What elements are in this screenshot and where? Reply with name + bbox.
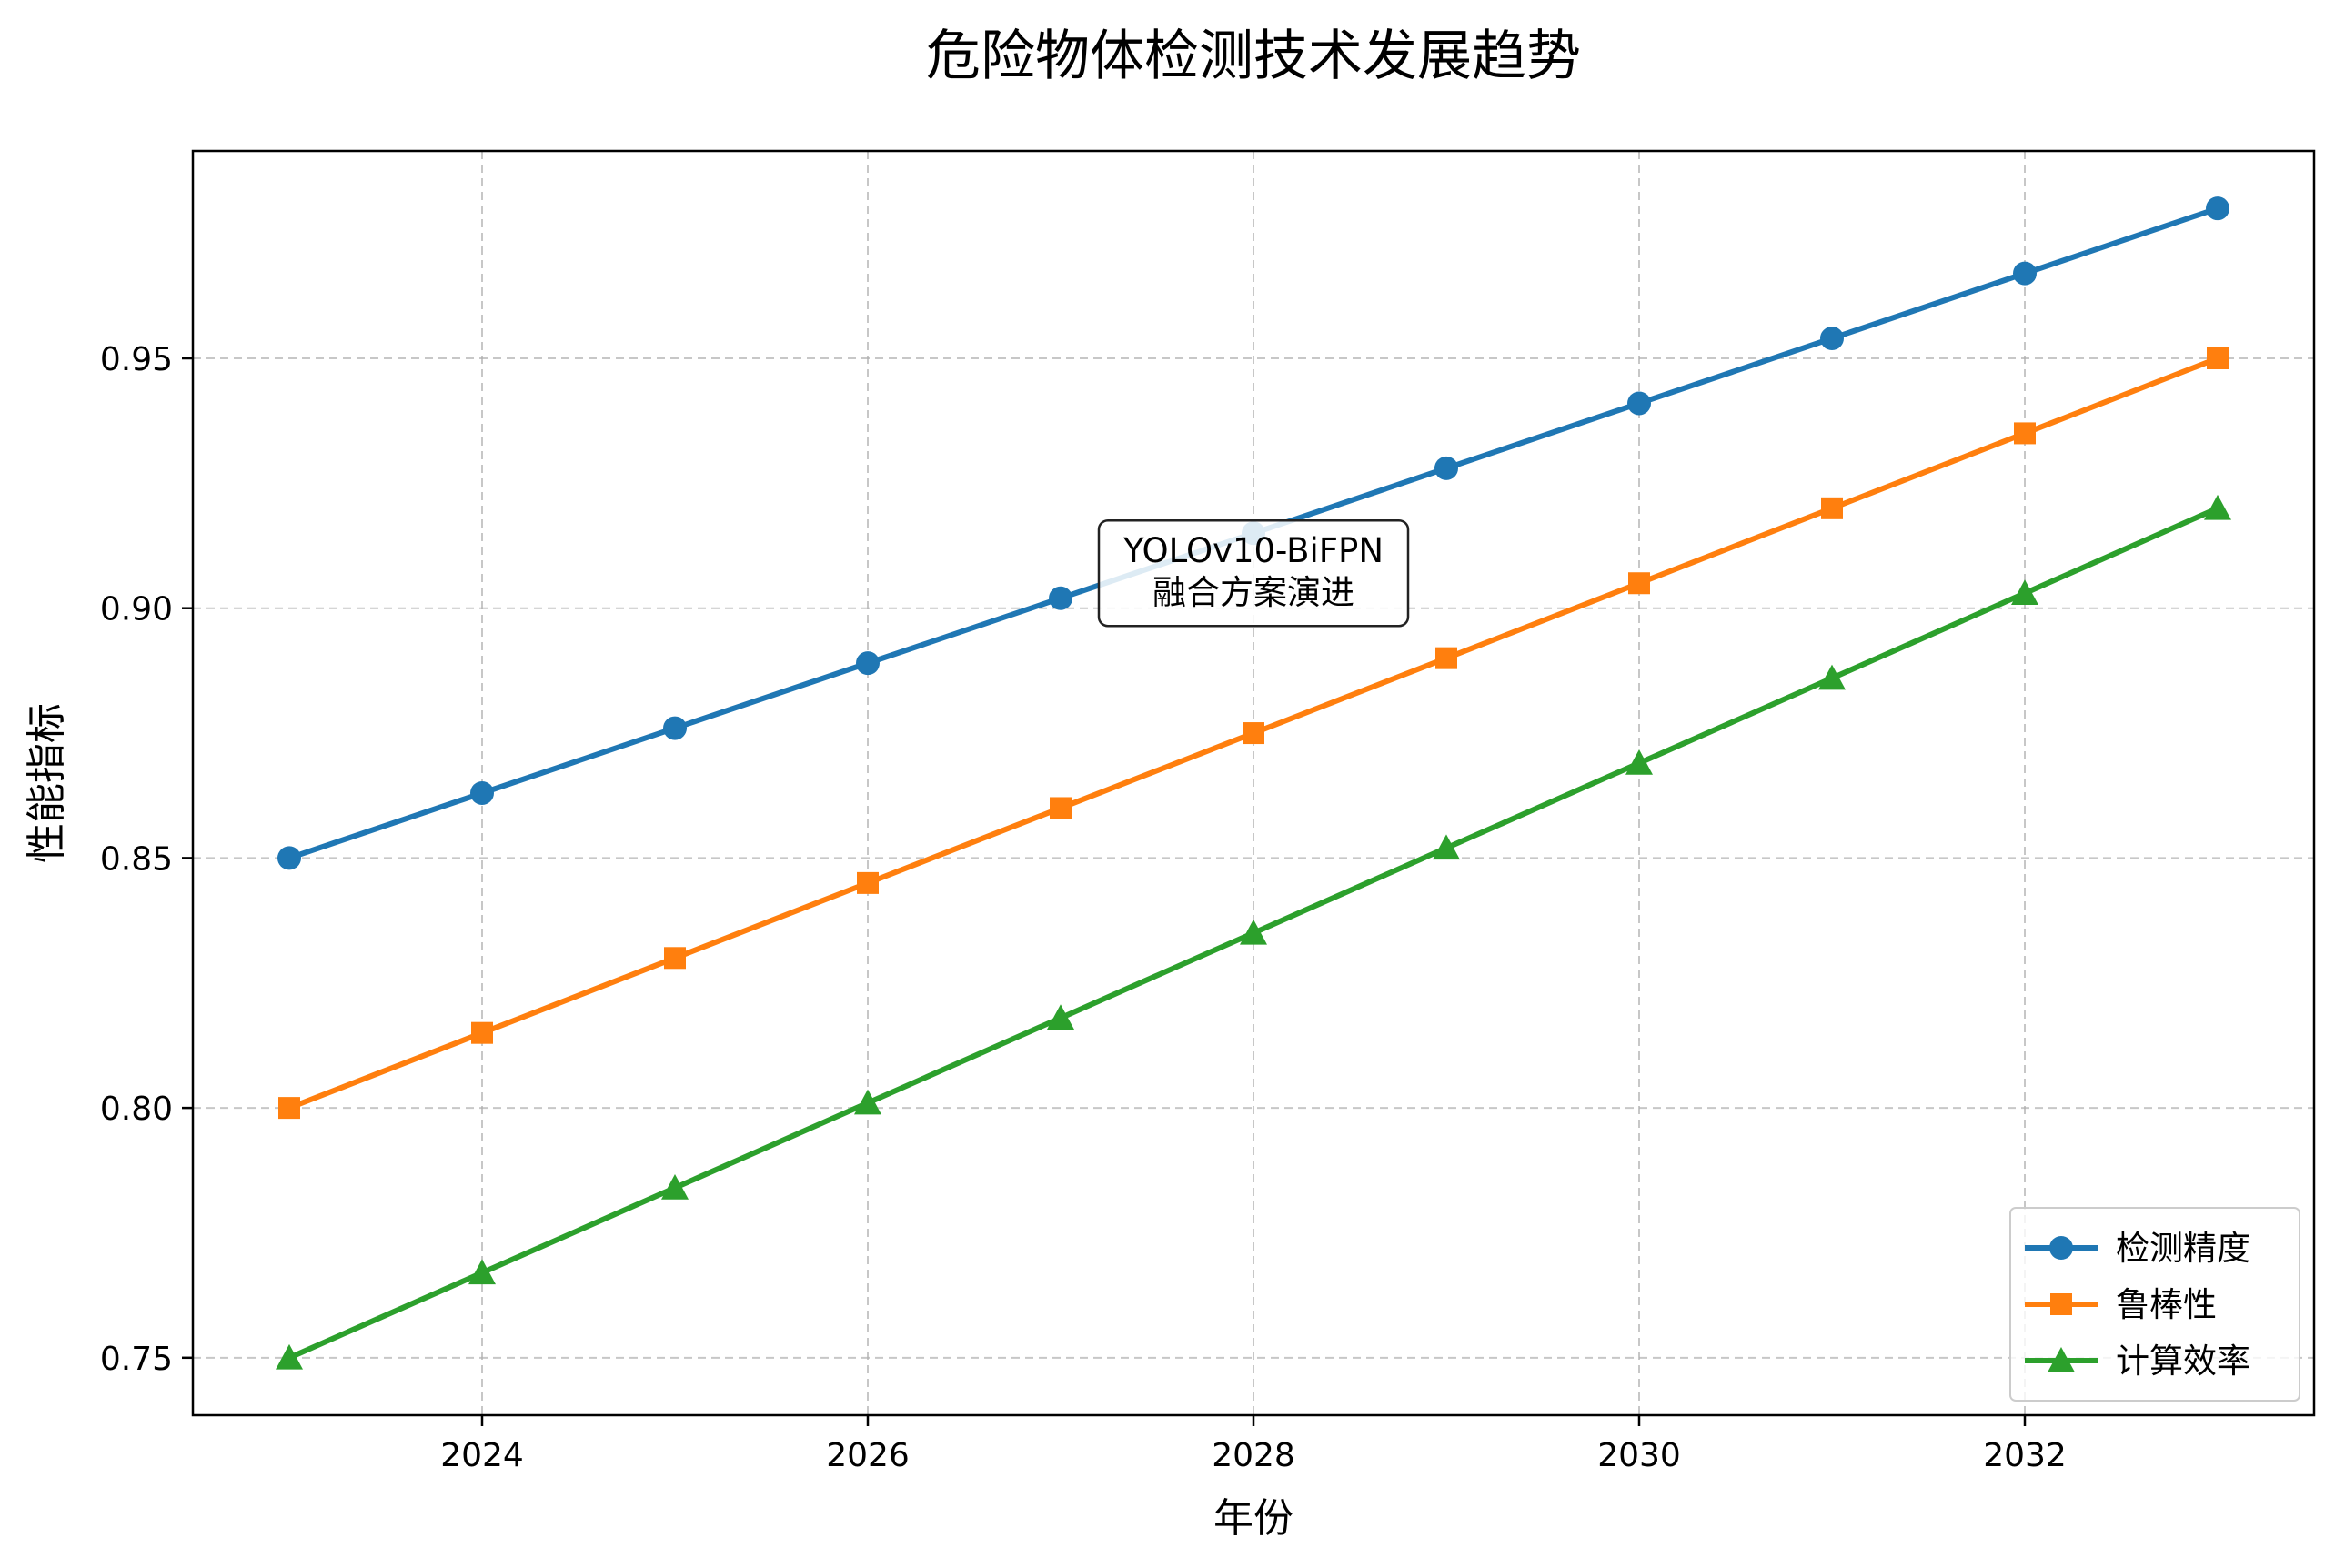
legend-label: 检测精度 [2116, 1229, 2250, 1268]
data-point [661, 1174, 689, 1200]
data-point [2014, 422, 2036, 445]
legend-marker [2049, 1236, 2073, 1260]
data-point [471, 1021, 493, 1044]
data-point [1821, 497, 1843, 519]
x-tick-label: 2026 [826, 1437, 910, 1474]
data-point [278, 1097, 300, 1120]
data-point [1628, 572, 1650, 595]
data-point [277, 846, 301, 870]
chart-title: 危险物体检测技术发展趋势 [926, 25, 1581, 88]
x-tick-label: 2024 [440, 1437, 524, 1474]
legend-entry: 检测精度 [2025, 1229, 2250, 1268]
y-tick-label: 0.80 [100, 1091, 173, 1128]
data-point [276, 1343, 303, 1370]
data-point [1434, 456, 1458, 480]
data-point [1047, 1004, 1074, 1030]
data-point [1818, 664, 1846, 690]
legend-entry: 计算效率 [2025, 1342, 2250, 1381]
data-point [1625, 749, 1653, 775]
legend-box [2009, 1207, 2300, 1402]
legend-marker [2050, 1293, 2072, 1315]
x-axis-title: 年份 [1213, 1495, 1293, 1542]
y-tick-label: 0.75 [100, 1341, 173, 1378]
data-point [2207, 347, 2229, 370]
x-tick-label: 2032 [1983, 1437, 2067, 1474]
y-axis-title: 性能指标 [24, 703, 70, 863]
data-point [1435, 647, 1457, 669]
legend-label: 计算效率 [2116, 1342, 2250, 1381]
data-point [2011, 579, 2038, 605]
data-point [1240, 919, 1267, 945]
series-2 [278, 347, 2229, 1120]
data-point [1627, 391, 1651, 416]
data-point [856, 651, 880, 676]
data-point [663, 716, 687, 740]
grid-lines [193, 151, 2314, 1415]
data-point [2013, 261, 2037, 286]
series-3 [276, 494, 2231, 1370]
x-tick-label: 2030 [1597, 1437, 1681, 1474]
y-tick-label: 0.95 [100, 341, 173, 378]
data-point [470, 780, 494, 805]
legend-label: 鲁棒性 [2116, 1285, 2217, 1324]
data-point [854, 1089, 881, 1115]
data-point [1820, 327, 1844, 351]
annotation-box [1097, 518, 1410, 628]
data-point [2204, 494, 2231, 520]
data-point [1243, 722, 1264, 745]
data-point [664, 947, 686, 970]
y-tick-label: 0.85 [100, 840, 173, 878]
y-tick-label: 0.90 [100, 591, 173, 628]
data-point [1049, 586, 1072, 610]
data-point [857, 871, 879, 894]
axis-ticks: 2024 2026 2028 2030 2032 0.75 0.80 0.85 0.90 0.95 [100, 341, 2067, 1474]
data-point [1433, 834, 1460, 860]
data-point [468, 1259, 496, 1285]
x-tick-label: 2028 [1212, 1437, 1295, 1474]
annotation-text-line: YOLOv10-BiFPN [1122, 531, 1384, 570]
data-point [1050, 797, 1072, 819]
annotation-text-line: 融合方案演进 [1152, 573, 1354, 612]
data-point [2206, 196, 2229, 221]
legend-marker [2048, 1347, 2075, 1372]
legend-entry: 鲁棒性 [2025, 1285, 2217, 1324]
